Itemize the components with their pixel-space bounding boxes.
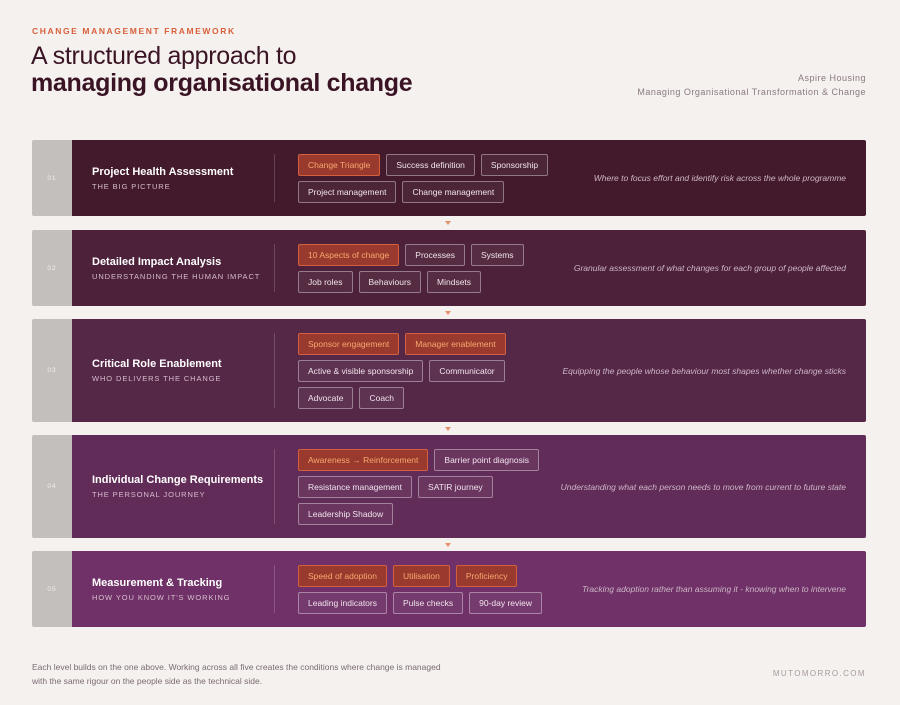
level-band: Critical Role Enablement WHO DELIVERS THE… [72, 319, 866, 422]
level-description: Equipping the people whose behaviour mos… [562, 365, 846, 376]
level-name: Detailed Impact Analysis [92, 255, 222, 268]
level-description: Granular assessment of what changes for … [573, 263, 846, 273]
tag-list: Sponsor engagement Manager enablement Acti… [275, 332, 560, 409]
tag-chip-highlight: Utilisation [393, 564, 450, 587]
tag-chip: Success definition [386, 153, 475, 176]
tag-chip: Communicator [429, 359, 505, 382]
organisation-name: Aspire Housing [797, 73, 866, 83]
level-divider [274, 449, 275, 524]
level-divider [274, 244, 275, 292]
down-arrow-icon [445, 543, 451, 547]
tag-chip: Project management [298, 180, 397, 203]
level-number: 03 [32, 319, 72, 422]
level-name: Individual Change Requirements [92, 474, 264, 486]
eyebrow-label: CHANGE MANAGEMENT FRAMEWORK [32, 26, 236, 36]
level-description: Where to focus effort and identify risk … [593, 173, 846, 183]
level-subtitle: UNDERSTANDING THE HUMAN IMPACT [92, 271, 261, 281]
level-divider [274, 333, 275, 408]
footer-note: Each level builds on the one above. Work… [32, 662, 441, 686]
page-title-bold: managing organisational change [31, 69, 413, 97]
brand-mark: MUTOMORRO.COM [772, 669, 866, 678]
tag-chip-highlight: Sponsor engagement [298, 332, 400, 355]
tag-list: Speed of adoption Utilisation Proficiency L… [275, 564, 560, 614]
tag-chip: Resistance management [298, 475, 413, 498]
tag-chip: Behaviours [358, 270, 422, 293]
tag-chip: Systems [470, 243, 524, 266]
tag-chip-highlight: 10 Aspects of change [298, 243, 400, 266]
tag-chip: Barrier point diagnosis [434, 448, 539, 471]
level-name: Project Health Assessment [92, 165, 234, 178]
level-label: Detailed Impact Analysis UNDERSTANDING TH… [72, 256, 274, 281]
tag-chip-highlight: Awareness → Reinforcement [298, 448, 429, 471]
tag-chip: Leading indicators [298, 591, 387, 614]
tag-chip: Change management [402, 180, 505, 203]
tag-chip-highlight: Change Triangle [298, 153, 381, 176]
level-label: Individual Change Requirements THE PERSON… [72, 474, 274, 499]
level-number: 01 [32, 140, 72, 216]
level-divider [274, 154, 275, 202]
level-band: Project Health Assessment THE BIG PICTURE… [72, 140, 866, 216]
tag-chip: Processes [405, 243, 465, 266]
level-label: Critical Role Enablement WHO DELIVERS THE… [72, 358, 274, 383]
level-band: Detailed Impact Analysis UNDERSTANDING TH… [72, 230, 866, 306]
level-number: 04 [32, 435, 72, 538]
level-subtitle: THE PERSONAL JOURNEY [92, 490, 206, 499]
level-divider [274, 565, 275, 613]
level-name: Measurement & Tracking [92, 576, 223, 589]
tag-chip-highlight: Speed of adoption [298, 564, 388, 587]
tag-chip: Leadership Shadow [298, 502, 394, 525]
level-name: Critical Role Enablement [92, 358, 222, 370]
level-04: 04 Individual Change Requirements THE PERS… [32, 435, 866, 538]
tag-chip: Advocate [298, 386, 354, 409]
tag-chip: Mindsets [427, 270, 482, 293]
tag-chip: Job roles [298, 270, 353, 293]
tag-chip: SATIR journey [418, 475, 493, 498]
level-subtitle: WHO DELIVERS THE CHANGE [92, 374, 222, 383]
level-05: 05 Measurement & Tracking HOW YOU KNOW IT'… [32, 551, 866, 627]
level-01: 01 Project Health Assessment THE BIG PICTU… [32, 140, 866, 216]
level-number: 02 [32, 230, 72, 306]
down-arrow-icon [445, 427, 451, 431]
tag-chip: Coach [359, 386, 405, 409]
level-description: Tracking adoption rather than assuming i… [582, 584, 846, 594]
down-arrow-icon [445, 311, 451, 315]
tag-list: Change Triangle Success definition Sponsor… [275, 153, 560, 203]
level-label: Measurement & Tracking HOW YOU KNOW IT'S … [72, 577, 274, 602]
level-03: 03 Critical Role Enablement WHO DELIVERS T… [32, 319, 866, 422]
level-description: Understanding what each person needs to … [560, 481, 846, 492]
level-number: 05 [32, 551, 72, 627]
down-arrow-icon [445, 221, 451, 225]
page-subtitle: Managing Organisational Transformation &… [637, 87, 866, 97]
level-subtitle: HOW YOU KNOW IT'S WORKING [92, 592, 231, 602]
tag-list: 10 Aspects of change Processes Systems Job … [275, 243, 560, 293]
level-label: Project Health Assessment THE BIG PICTURE [72, 166, 274, 191]
tag-list: Awareness → Reinforcement Barrier point d… [275, 448, 560, 525]
tag-chip: 90-day review [469, 591, 543, 614]
tag-chip: Sponsorship [480, 153, 549, 176]
tag-chip-highlight: Manager enablement [405, 332, 506, 355]
level-band: Measurement & Tracking HOW YOU KNOW IT'S … [72, 551, 866, 627]
level-subtitle: THE BIG PICTURE [92, 181, 171, 191]
level-band: Individual Change Requirements THE PERSON… [72, 435, 866, 538]
tag-chip: Pulse checks [393, 591, 464, 614]
page-title-light: A structured approach to [31, 42, 297, 70]
tag-chip: Active & visible sponsorship [298, 359, 424, 382]
level-02: 02 Detailed Impact Analysis UNDERSTANDING … [32, 230, 866, 306]
tag-chip-highlight: Proficiency [455, 564, 518, 587]
